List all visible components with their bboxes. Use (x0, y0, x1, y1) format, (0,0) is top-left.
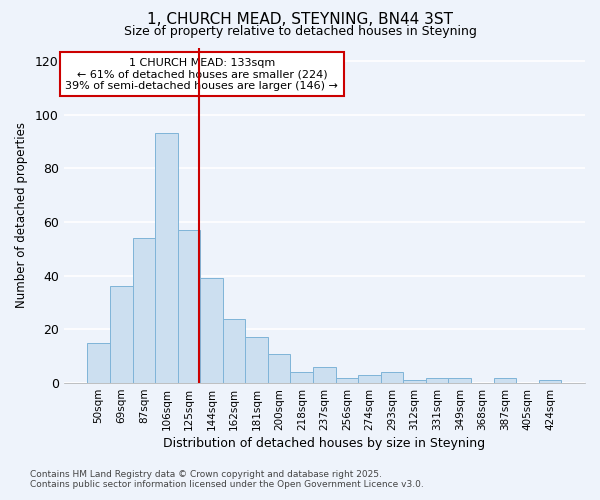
Bar (268, 354, 290, 383)
Bar (290, 372, 313, 383)
Bar (494, 378, 516, 383)
Bar (245, 338, 268, 383)
Bar (110, 286, 133, 383)
Bar (313, 367, 335, 383)
Y-axis label: Number of detached properties: Number of detached properties (15, 122, 28, 308)
Text: 1 CHURCH MEAD: 133sqm
← 61% of detached houses are smaller (224)
39% of semi-det: 1 CHURCH MEAD: 133sqm ← 61% of detached … (65, 58, 338, 91)
Bar (223, 318, 245, 383)
Bar (178, 230, 200, 383)
Bar (426, 378, 448, 383)
Bar (155, 134, 178, 383)
Bar (200, 278, 223, 383)
Bar (335, 378, 358, 383)
Text: 1, CHURCH MEAD, STEYNING, BN44 3ST: 1, CHURCH MEAD, STEYNING, BN44 3ST (147, 12, 453, 28)
Bar (448, 378, 471, 383)
Bar (88, 343, 110, 383)
Bar (381, 372, 403, 383)
Bar (539, 380, 562, 383)
Bar (133, 238, 155, 383)
X-axis label: Distribution of detached houses by size in Steyning: Distribution of detached houses by size … (163, 437, 485, 450)
Text: Contains HM Land Registry data © Crown copyright and database right 2025.
Contai: Contains HM Land Registry data © Crown c… (30, 470, 424, 489)
Bar (358, 375, 381, 383)
Bar (403, 380, 426, 383)
Text: Size of property relative to detached houses in Steyning: Size of property relative to detached ho… (124, 25, 476, 38)
